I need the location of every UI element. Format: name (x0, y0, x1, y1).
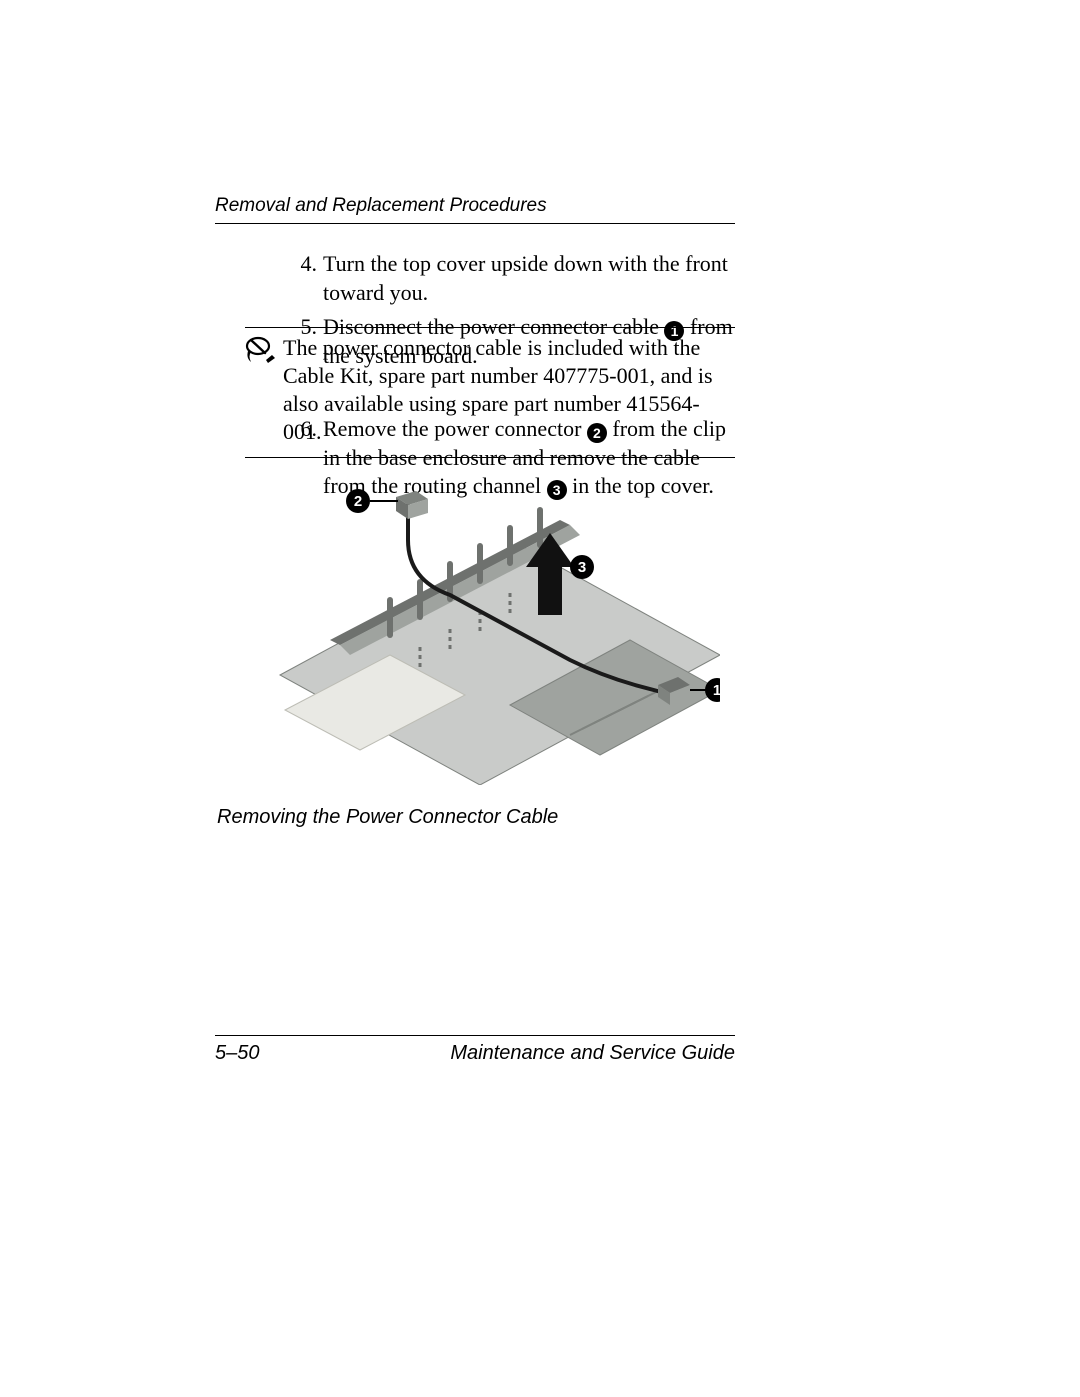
doc-title: Maintenance and Service Guide (450, 1042, 735, 1065)
running-header: Removal and Replacement Procedures (215, 195, 735, 224)
step-text: Turn the top cover upside down with the … (323, 250, 740, 307)
figure-callout-3: 3 (570, 555, 594, 579)
footer: 5–50 Maintenance and Service Guide (215, 1042, 735, 1065)
svg-text:2: 2 (354, 493, 362, 510)
step6-seg1: Remove the power connector (323, 416, 587, 441)
note-icon (245, 334, 283, 447)
svg-text:3: 3 (578, 559, 586, 576)
step-item: 4.Turn the top cover upside down with th… (297, 250, 740, 307)
step-number: 4. (297, 250, 323, 307)
figure-caption: Removing the Power Connector Cable (217, 806, 558, 829)
svg-text:1: 1 (713, 682, 720, 699)
figure-callout-1: 1 (705, 678, 720, 702)
figure: 2 3 1 (270, 485, 720, 785)
figure-callout-2: 2 (346, 489, 370, 513)
callout-inline-2: 2 (587, 423, 607, 443)
footer-rule (215, 1035, 735, 1036)
note-rule-top (245, 327, 735, 328)
page: Removal and Replacement Procedures 4.Tur… (0, 0, 1080, 1397)
page-number: 5–50 (215, 1042, 260, 1065)
